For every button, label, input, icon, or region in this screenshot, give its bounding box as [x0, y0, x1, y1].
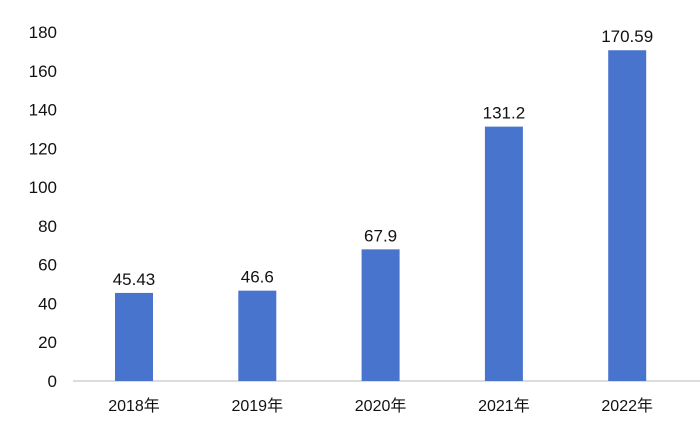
y-tick-label: 120: [29, 139, 57, 158]
y-tick-label: 180: [29, 23, 57, 42]
x-tick-label: 2019年: [231, 397, 283, 415]
y-tick-label: 80: [38, 217, 57, 236]
x-tick-label: 2018年: [108, 397, 160, 415]
bar: [608, 50, 647, 382]
x-tick-label: 2021年: [478, 397, 530, 415]
y-tick-label: 0: [48, 372, 57, 391]
data-label: 45.43: [113, 270, 156, 289]
bar: [484, 126, 523, 382]
y-tick-label: 40: [38, 294, 57, 313]
y-tick-label: 160: [29, 62, 57, 81]
bar: [238, 290, 277, 381]
data-label: 46.6: [241, 268, 274, 287]
bar: [361, 249, 400, 381]
x-tick-label: 2020年: [355, 397, 407, 415]
data-label: 131.2: [483, 104, 526, 123]
data-label: 67.9: [364, 226, 397, 245]
y-tick-label: 100: [29, 178, 57, 197]
y-tick-label: 60: [38, 256, 57, 275]
x-tick-label: 2022年: [601, 397, 653, 415]
y-tick-label: 140: [29, 101, 57, 120]
data-label: 170.59: [601, 27, 653, 46]
y-tick-label: 20: [38, 333, 57, 352]
bar: [115, 292, 153, 381]
